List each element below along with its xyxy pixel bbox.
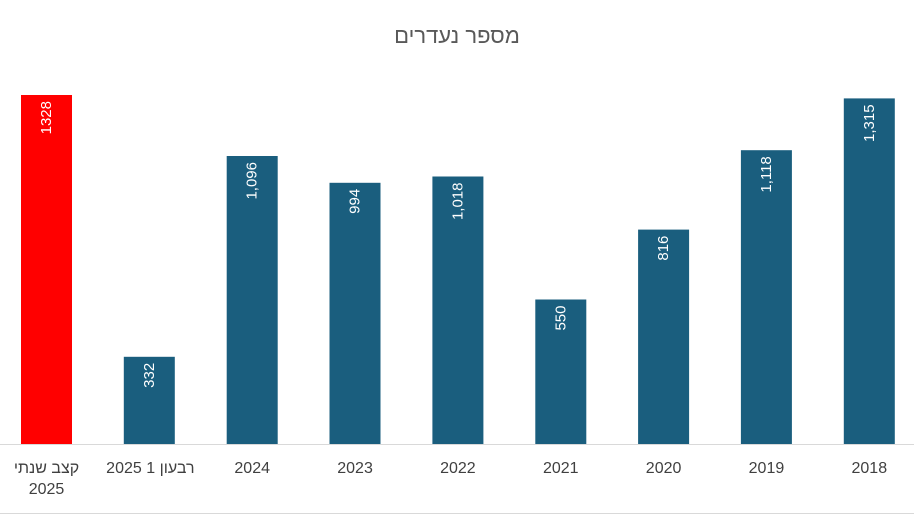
data-label-0: 1328	[38, 101, 55, 134]
bar-2	[226, 156, 278, 444]
x-tick-label-7: 2019	[749, 460, 785, 477]
x-tick-label-1: רבעון 1 2025	[106, 460, 194, 477]
data-labels-group: 1328 332 1,096 994 1,018 550 816 1,118 1,315	[38, 101, 878, 388]
bar-1	[123, 356, 175, 445]
bar-6	[638, 229, 690, 444]
x-tick-label-2: 2024	[234, 460, 270, 477]
x-tick-label-6: 2020	[646, 460, 682, 477]
data-label-2: 1,096	[244, 162, 261, 200]
data-label-3: 994	[347, 189, 364, 214]
data-label-4: 1,018	[449, 183, 466, 221]
x-tick-labels-group: קצב שנתי 2025 רבעון 1 2025 2024 2023 2022 2021…	[14, 460, 887, 498]
bar-5	[535, 299, 587, 444]
data-label-7: 1,118	[758, 156, 775, 192]
chart-title: מספר נעדרים	[394, 23, 520, 48]
x-tick-label-5: 2021	[543, 460, 579, 477]
bar-3	[329, 182, 381, 445]
x-tick-label-8: 2018	[852, 460, 888, 477]
x-tick-label-3: 2023	[337, 460, 373, 477]
bar-7	[740, 150, 792, 444]
bar-0	[21, 95, 72, 444]
bar-8	[843, 98, 895, 445]
x-tick-label-4: 2022	[440, 460, 476, 477]
data-label-6: 816	[655, 236, 672, 261]
data-label-8: 1,315	[861, 104, 878, 142]
data-label-5: 550	[552, 306, 569, 331]
bar-4	[432, 176, 484, 444]
bars-group	[21, 95, 895, 445]
data-label-1: 332	[141, 363, 158, 388]
x-tick-label-0: קצב שנתי 2025	[14, 460, 79, 498]
